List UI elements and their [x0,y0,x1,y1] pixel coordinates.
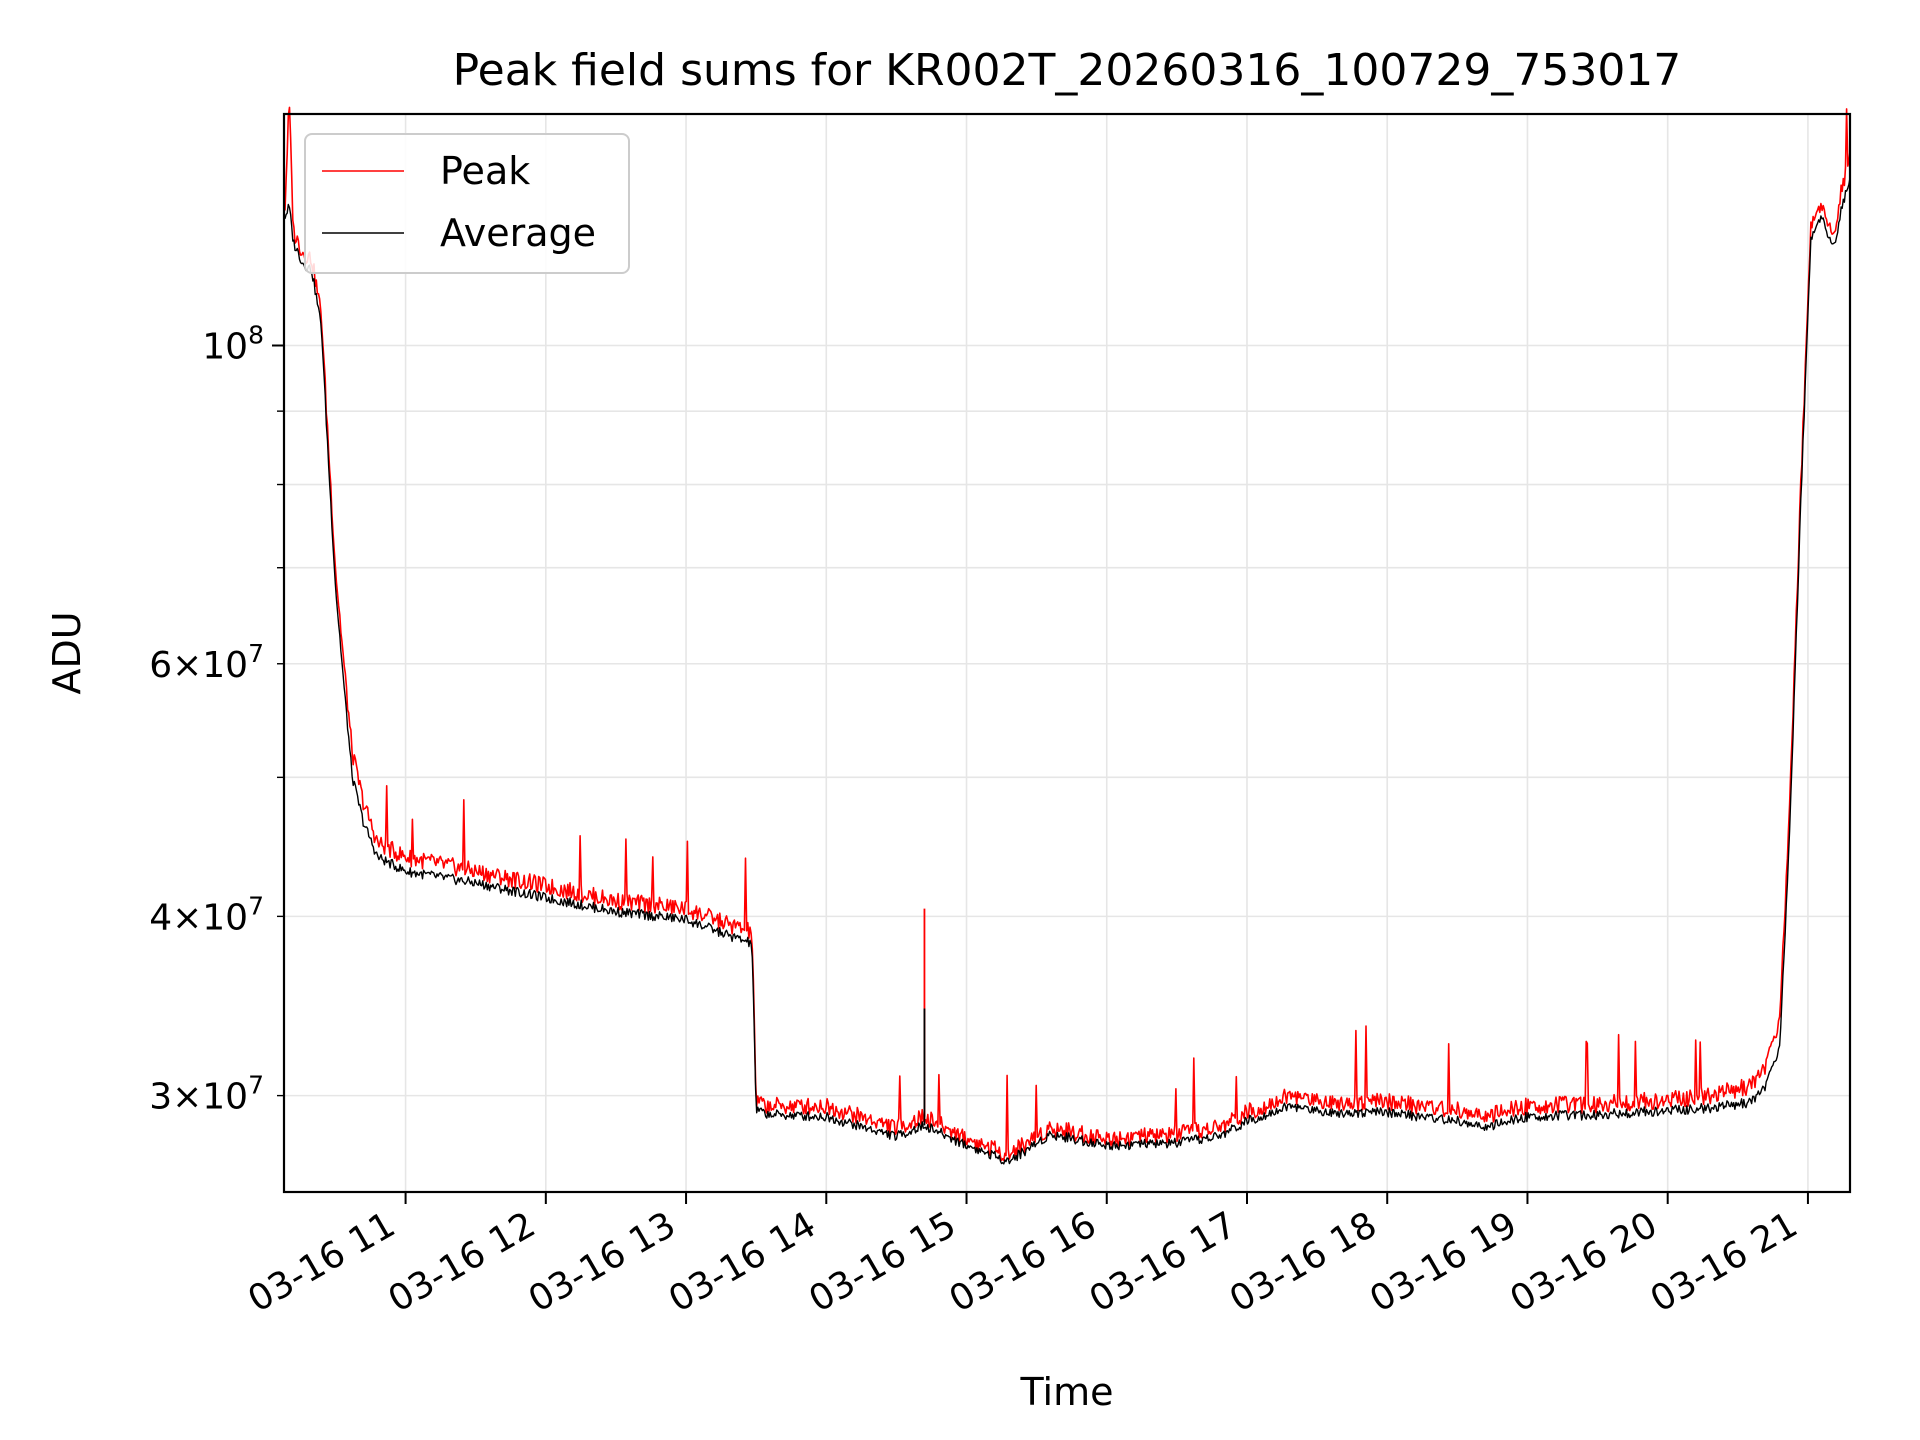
legend-box [304,133,630,274]
y-tick-label: 6×107 [149,639,264,686]
y-axis-label: ADU [45,611,89,694]
legend[interactable]: Peak Average [304,133,630,274]
series-line-average [284,177,1851,1165]
grid [284,114,1850,1192]
chart-title: Peak field sums for KR002T_20260316_1007… [453,45,1682,96]
plot-frame [282,112,1852,1194]
x-axis-label: Time [1020,1370,1114,1414]
y-tick-label: 3×107 [149,1071,264,1118]
y-tick-label: 4×107 [149,891,264,938]
legend-label-average: Average [440,211,596,255]
legend-label-peak: Peak [440,149,530,193]
series-layer [284,106,1851,1165]
